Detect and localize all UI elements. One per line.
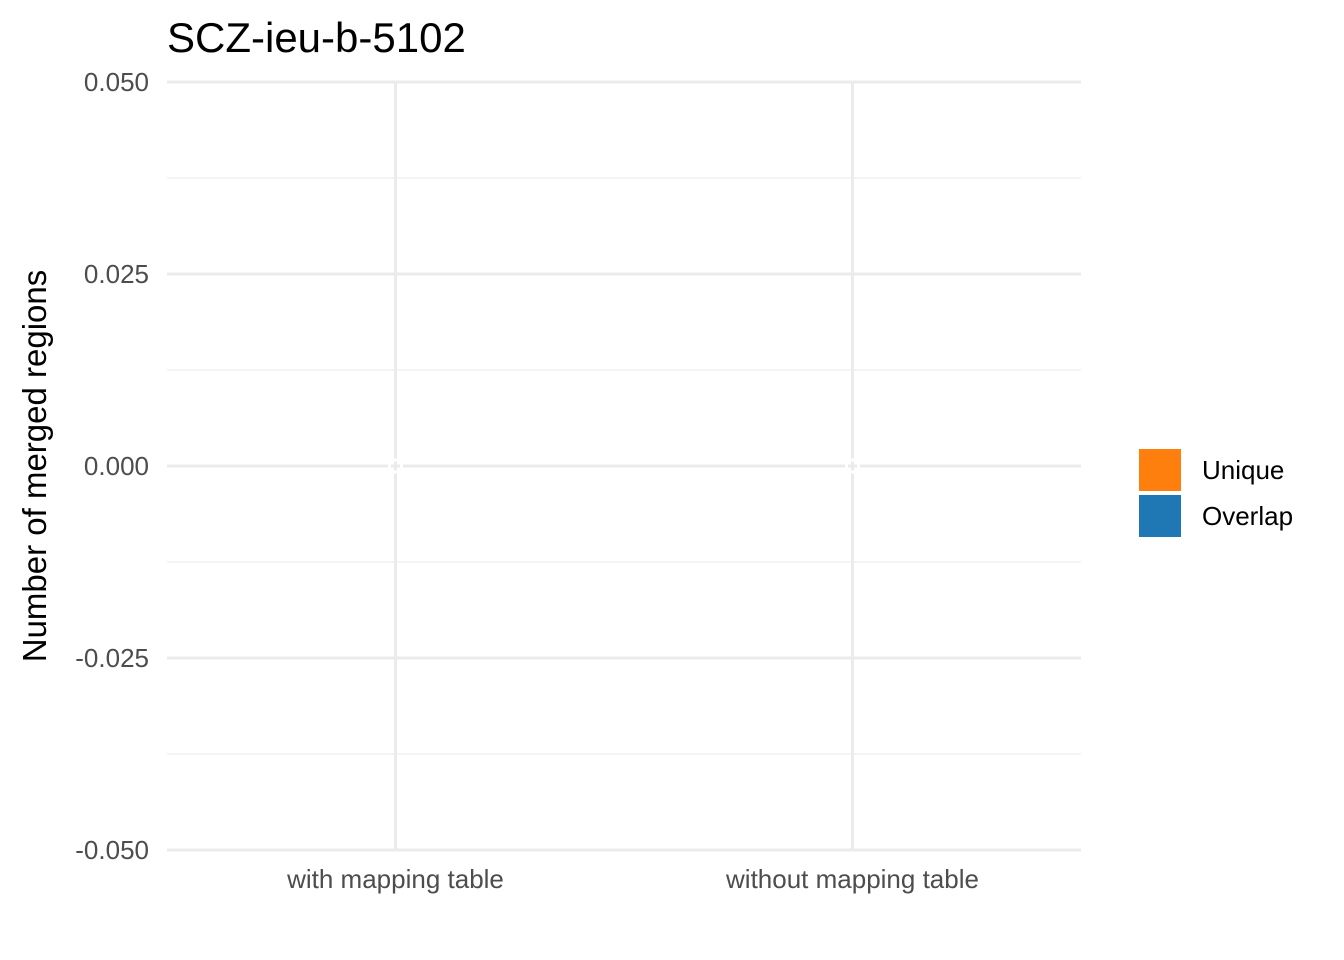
y-axis-title: Number of merged regions (16, 270, 53, 663)
y-tick-label: -0.025 (75, 643, 149, 673)
legend-key-unique (1139, 449, 1181, 491)
y-tick-label: 0.025 (84, 259, 149, 289)
x-tick-label: with mapping table (286, 864, 504, 894)
chart-title: SCZ-ieu-b-5102 (167, 14, 466, 61)
bar-zero-marker (845, 458, 860, 474)
legend: Unique Overlap (1139, 449, 1293, 537)
legend-label-unique: Unique (1202, 455, 1284, 485)
y-tick-label: 0.050 (84, 67, 149, 97)
legend-key-overlap (1139, 495, 1181, 537)
legend-label-overlap: Overlap (1202, 501, 1293, 531)
y-tick-label: -0.050 (75, 835, 149, 865)
x-tick-labels: with mapping table without mapping table (286, 864, 979, 894)
grid-layer (167, 80, 1081, 852)
y-tick-labels: -0.050 -0.025 0.000 0.025 0.050 (75, 67, 149, 865)
y-tick-label: 0.000 (84, 451, 149, 481)
bar-zero-marker (388, 458, 403, 474)
bars-layer (388, 458, 860, 474)
x-tick-label: without mapping table (725, 864, 979, 894)
